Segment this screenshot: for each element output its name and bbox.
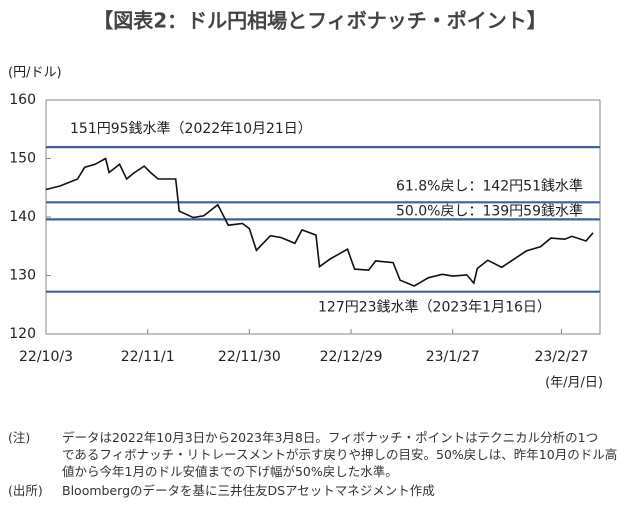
y-unit: (円/ドル) xyxy=(8,66,62,81)
source-tag: (出所) xyxy=(8,483,43,498)
reference-label: 61.8%戻し：142円51銭水準 xyxy=(396,178,583,194)
x-tick-label: 22/11/1 xyxy=(121,349,175,365)
x-unit: (年/月/日) xyxy=(545,376,603,391)
y-tick-label: 150 xyxy=(9,151,36,167)
x-tick-label: 23/2/27 xyxy=(534,349,588,365)
chart: 【図表2：ドル円相場とフィボナッチ・ポイント】 (円/ドル) (年/月/日) 1… xyxy=(8,9,603,391)
x-tick-label: 22/12/29 xyxy=(320,349,383,365)
note-tag: (注) xyxy=(8,430,31,445)
note-line: データは2022年10月3日から2023年3月8日。フィボナッチ・ポイントはテク… xyxy=(62,430,599,445)
y-tick-label: 140 xyxy=(9,209,36,225)
y-tick-label: 160 xyxy=(9,92,36,108)
reference-label: 50.0%戻し：139円59銭水準 xyxy=(396,203,583,219)
chart-title: 【図表2：ドル円相場とフィボナッチ・ポイント】 xyxy=(93,9,547,33)
y-tick-label: 120 xyxy=(9,326,36,342)
price-line xyxy=(45,157,594,287)
x-tick-label: 23/1/27 xyxy=(426,349,480,365)
reference-label: 127円23銭水準（2023年1月16日） xyxy=(318,300,551,316)
reference-label: 151円95銭水準（2022年10月21日） xyxy=(70,121,312,137)
y-tick-label: 130 xyxy=(9,268,36,284)
note-line: 値から今年1月のドル安値までの下げ幅が50%戻した水準。 xyxy=(62,464,398,479)
note-line: であるフィボナッチ・リトレースメントが示す戻りや押しの目安。50%戻しは、昨年1… xyxy=(62,447,618,462)
x-tick-label: 22/10/3 xyxy=(19,349,73,365)
x-tick-label: 22/11/30 xyxy=(218,349,281,365)
source: Bloombergのデータを基に三井住友DSアセットマネジメント作成 xyxy=(62,483,435,498)
